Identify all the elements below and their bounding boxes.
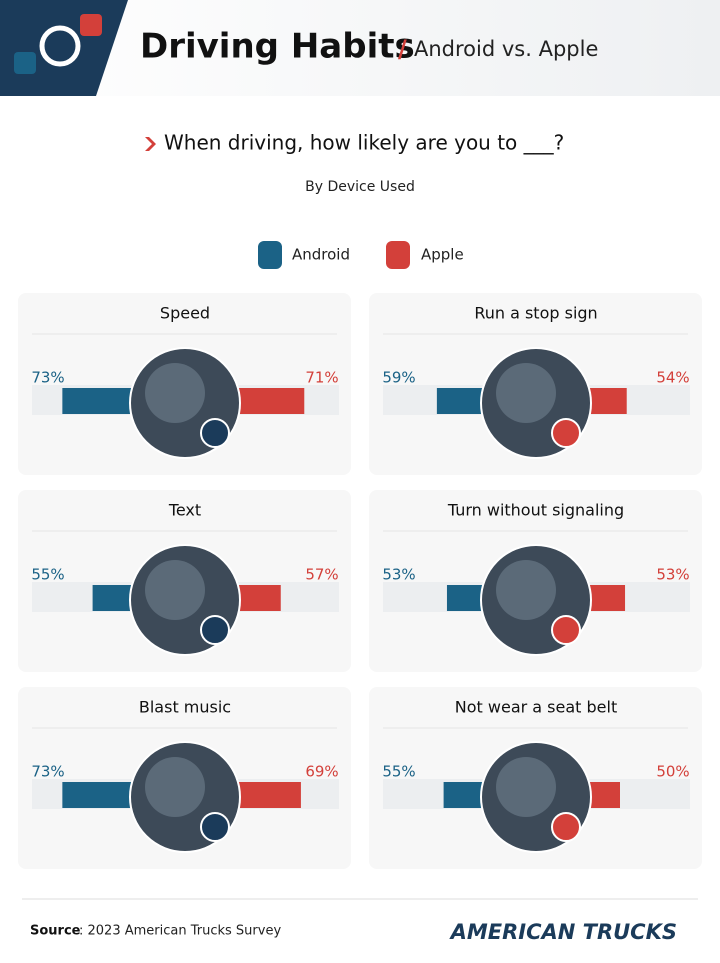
apple-badge [80,14,102,36]
panel-title: Run a stop sign [474,304,597,323]
logo: AMERICAN TRUCKS [449,920,677,944]
value-label-android: 53% [382,566,415,584]
value-label-apple: 50% [656,763,689,781]
value-label-apple: 54% [656,369,689,387]
subquestion: By Device Used [305,179,415,195]
panel-title: Blast music [139,698,231,717]
value-label-apple: 69% [305,763,338,781]
photo-shade [145,363,205,423]
title: Driving Habits [140,27,415,67]
photo-badge [551,812,581,842]
value-label-apple: 53% [656,566,689,584]
photo-badge [551,615,581,645]
panel-title: Turn without signaling [447,501,624,520]
value-label-android: 55% [31,566,64,584]
photo-shade [496,560,556,620]
photo-badge [200,615,230,645]
legend-icon [258,241,282,269]
legend-label: Android [292,246,350,264]
value-label-android: 73% [31,763,64,781]
panel-title: Not wear a seat belt [455,698,617,717]
value-label-android: 73% [31,369,64,387]
source-label: Source [30,924,81,939]
panel-title: Speed [160,304,210,323]
source-text: : 2023 American Trucks Survey [79,924,281,939]
photo-shade [496,757,556,817]
legend-label: Apple [421,246,464,264]
photo-shade [145,560,205,620]
value-label-android: 59% [382,369,415,387]
panel-title: Text [168,501,201,520]
photo-badge [200,812,230,842]
android-badge [14,52,36,74]
photo-badge [551,418,581,448]
legend-icon [386,241,410,269]
title-separator: / [398,35,407,63]
value-label-apple: 71% [305,369,338,387]
value-label-apple: 57% [305,566,338,584]
photo-shade [496,363,556,423]
value-label-android: 55% [382,763,415,781]
question: When driving, how likely are you to ___? [164,131,564,155]
photo-badge [200,418,230,448]
wheel-icon [39,25,81,67]
photo-shade [145,757,205,817]
bullet [145,137,156,151]
subtitle: Android vs. Apple [414,37,598,61]
